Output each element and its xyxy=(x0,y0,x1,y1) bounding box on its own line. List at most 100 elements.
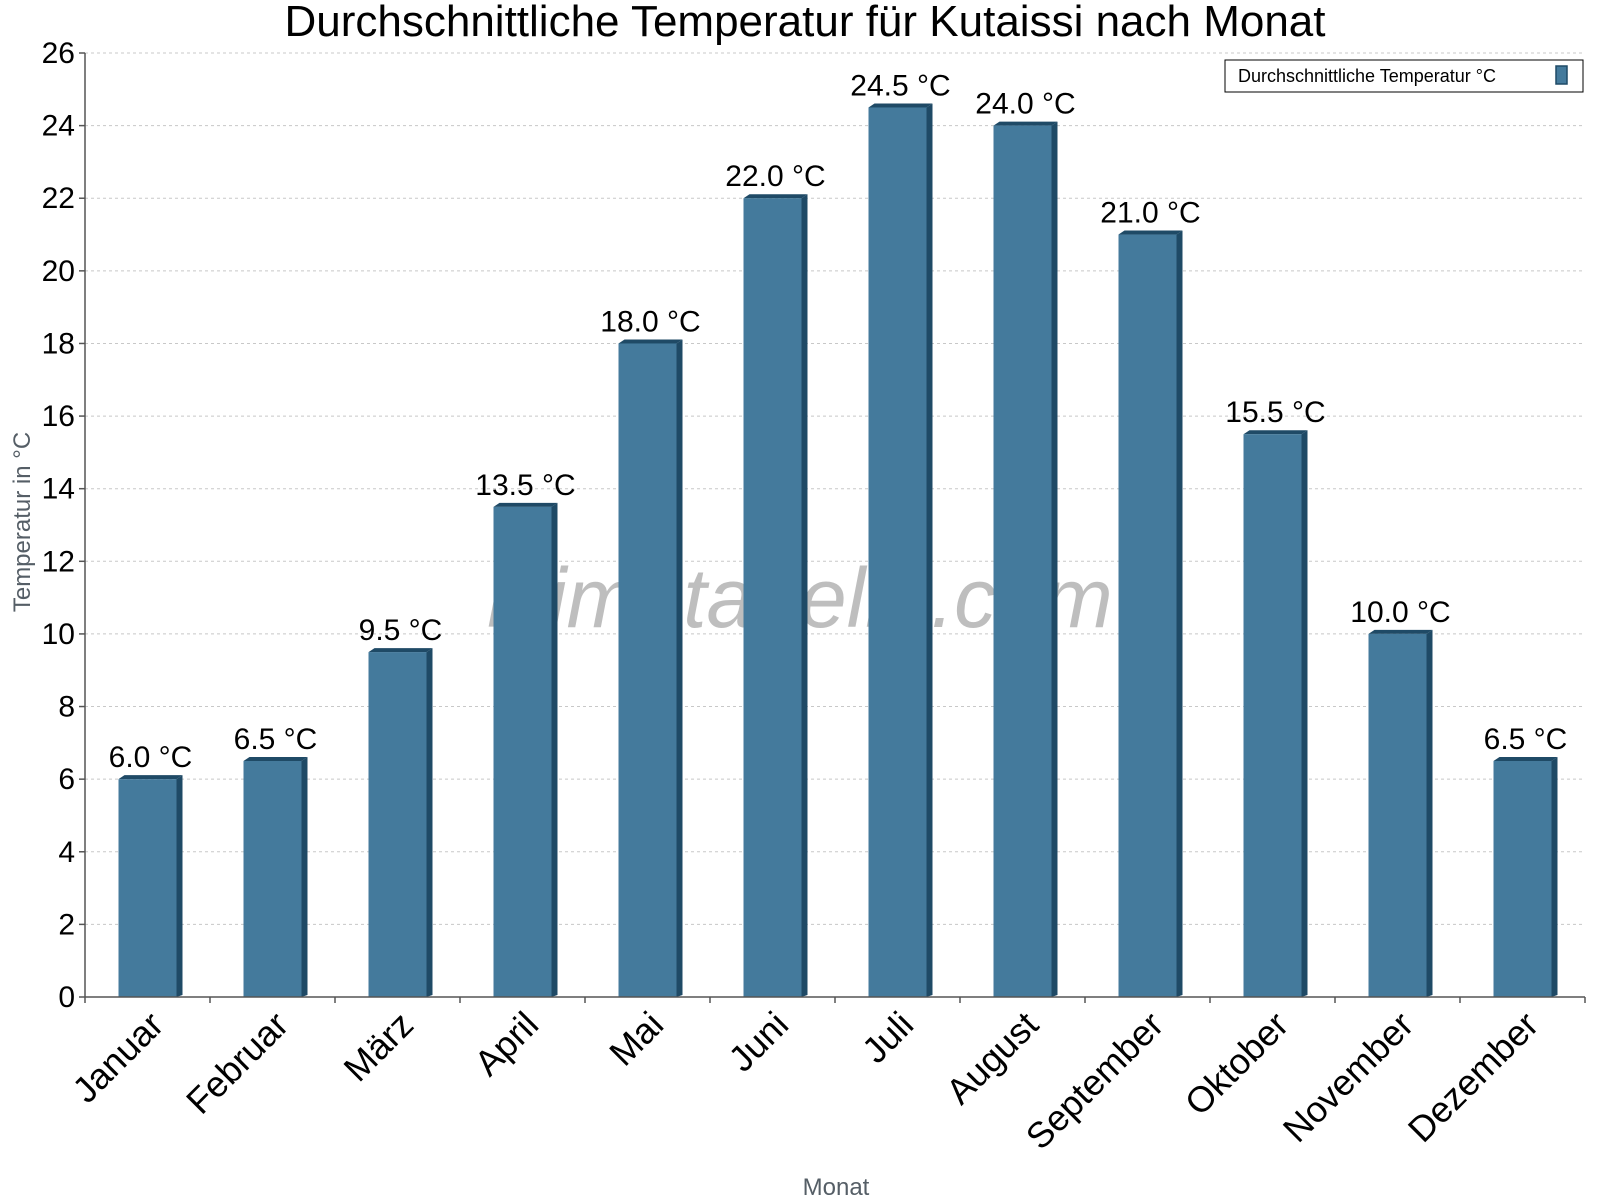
y-tick-label: 8 xyxy=(58,691,75,724)
bar-august xyxy=(993,121,1058,998)
bar-april xyxy=(493,502,558,997)
bar-top xyxy=(1493,757,1558,761)
x-tick-label: Mai xyxy=(601,1004,671,1074)
x-tick-label: Juni xyxy=(720,1004,796,1080)
bar-top xyxy=(743,194,808,199)
bar-face xyxy=(368,652,427,997)
data-label: 15.5 °C xyxy=(1225,396,1325,429)
data-labels: 6.0 °C 6.5 °C 9.5 °C 13.5 °C 18.0 °C 22.0 °C 2… xyxy=(109,69,1568,774)
bar-face xyxy=(1368,633,1427,997)
bar-side xyxy=(176,775,183,997)
bar-juli xyxy=(868,103,933,997)
bar-face xyxy=(243,761,302,997)
axes xyxy=(84,53,1585,998)
data-label: 6.5 °C xyxy=(1484,723,1568,756)
y-tick-label: 12 xyxy=(42,545,75,578)
chart-title: Durchschnittliche Temperatur für Kutaiss… xyxy=(284,0,1325,46)
data-label: 18.0 °C xyxy=(600,305,700,338)
bar-side xyxy=(801,194,808,997)
x-axis-title: Monat xyxy=(803,1174,870,1200)
bar-side xyxy=(1176,230,1183,998)
bar-februar xyxy=(243,757,308,997)
bar-face xyxy=(1118,234,1177,998)
bar-face xyxy=(1493,761,1552,997)
bar-side xyxy=(676,339,683,997)
data-label: 13.5 °C xyxy=(475,469,575,502)
bar-side xyxy=(1301,430,1308,997)
bar-side xyxy=(1051,121,1058,998)
y-tick-label: 26 xyxy=(42,37,75,70)
bar-face xyxy=(993,125,1052,998)
x-tick-label: November xyxy=(1275,1004,1421,1150)
x-tick-label: Oktober xyxy=(1177,1004,1297,1124)
y-tick-label: 4 xyxy=(58,836,75,869)
y-tick-label: 16 xyxy=(42,400,75,433)
y-axis-title: Temperatur in °C xyxy=(9,432,36,612)
legend-swatch xyxy=(1555,65,1568,85)
legend: Durchschnittliche Temperatur °C xyxy=(1224,59,1584,93)
data-label: 24.5 °C xyxy=(850,69,950,102)
bar-side xyxy=(301,757,308,997)
bar-januar xyxy=(118,775,183,997)
bar-november xyxy=(1368,629,1433,997)
data-label: 24.0 °C xyxy=(975,88,1075,121)
data-label: 6.0 °C xyxy=(109,741,193,774)
x-tick-label: September xyxy=(1018,1004,1172,1158)
y-tick-label: 22 xyxy=(42,182,75,215)
bar-mai xyxy=(618,339,683,997)
bar-top xyxy=(1243,430,1308,435)
y-tick-label: 20 xyxy=(42,255,75,288)
bar-side xyxy=(1426,629,1433,997)
data-label: 21.0 °C xyxy=(1100,197,1200,230)
x-tick-label: April xyxy=(466,1004,546,1084)
y-tick-label: 0 xyxy=(58,981,75,1014)
x-tick-label: Juli xyxy=(854,1004,921,1071)
y-tick-label: 2 xyxy=(58,908,75,941)
bar-top xyxy=(868,103,933,108)
legend-box xyxy=(1224,59,1584,93)
bar-side xyxy=(426,648,433,997)
x-tick-label: Dezember xyxy=(1400,1004,1546,1150)
bar-face xyxy=(868,107,927,997)
bar-top xyxy=(243,757,308,761)
bar-juni xyxy=(743,194,808,997)
bar-side xyxy=(1551,757,1558,997)
bar-top xyxy=(368,648,433,653)
bar-dezember xyxy=(1493,757,1558,997)
x-tick-label: Februar xyxy=(178,1004,296,1122)
bar-top xyxy=(618,339,683,344)
bar-face xyxy=(1243,434,1302,997)
bar-top xyxy=(1368,629,1433,634)
bar-september xyxy=(1118,230,1183,998)
data-label: 9.5 °C xyxy=(359,614,443,647)
legend-label: Durchschnittliche Temperatur °C xyxy=(1238,66,1496,86)
x-axis-ticks: Januar Februar März April Mai Juni Juli AugustS… xyxy=(64,997,1586,1158)
x-tick-label: März xyxy=(336,1004,422,1090)
bars xyxy=(118,103,1558,998)
bar-oktober xyxy=(1243,430,1308,997)
bar-side xyxy=(926,103,933,997)
y-tick-label: 24 xyxy=(42,110,75,143)
bar-top xyxy=(993,121,1058,126)
x-tick-label: August xyxy=(938,1004,1046,1112)
data-label: 22.0 °C xyxy=(725,160,825,193)
data-label: 6.5 °C xyxy=(234,723,318,756)
y-tick-label: 14 xyxy=(42,473,75,506)
x-tick-label: Januar xyxy=(64,1004,171,1111)
y-tick-label: 18 xyxy=(42,327,75,360)
bar-top xyxy=(493,502,558,507)
bar-top xyxy=(118,775,183,780)
bar-face xyxy=(493,506,552,997)
bar-top xyxy=(1118,230,1183,235)
bar-märz xyxy=(368,648,433,997)
bar-face xyxy=(743,198,802,997)
bar-side xyxy=(551,502,558,997)
bar-face xyxy=(118,779,177,997)
y-tick-label: 6 xyxy=(58,763,75,796)
grid-lines xyxy=(85,52,1585,925)
bar-face xyxy=(618,343,677,997)
data-label: 10.0 °C xyxy=(1350,596,1450,629)
y-tick-label: 10 xyxy=(42,618,75,651)
